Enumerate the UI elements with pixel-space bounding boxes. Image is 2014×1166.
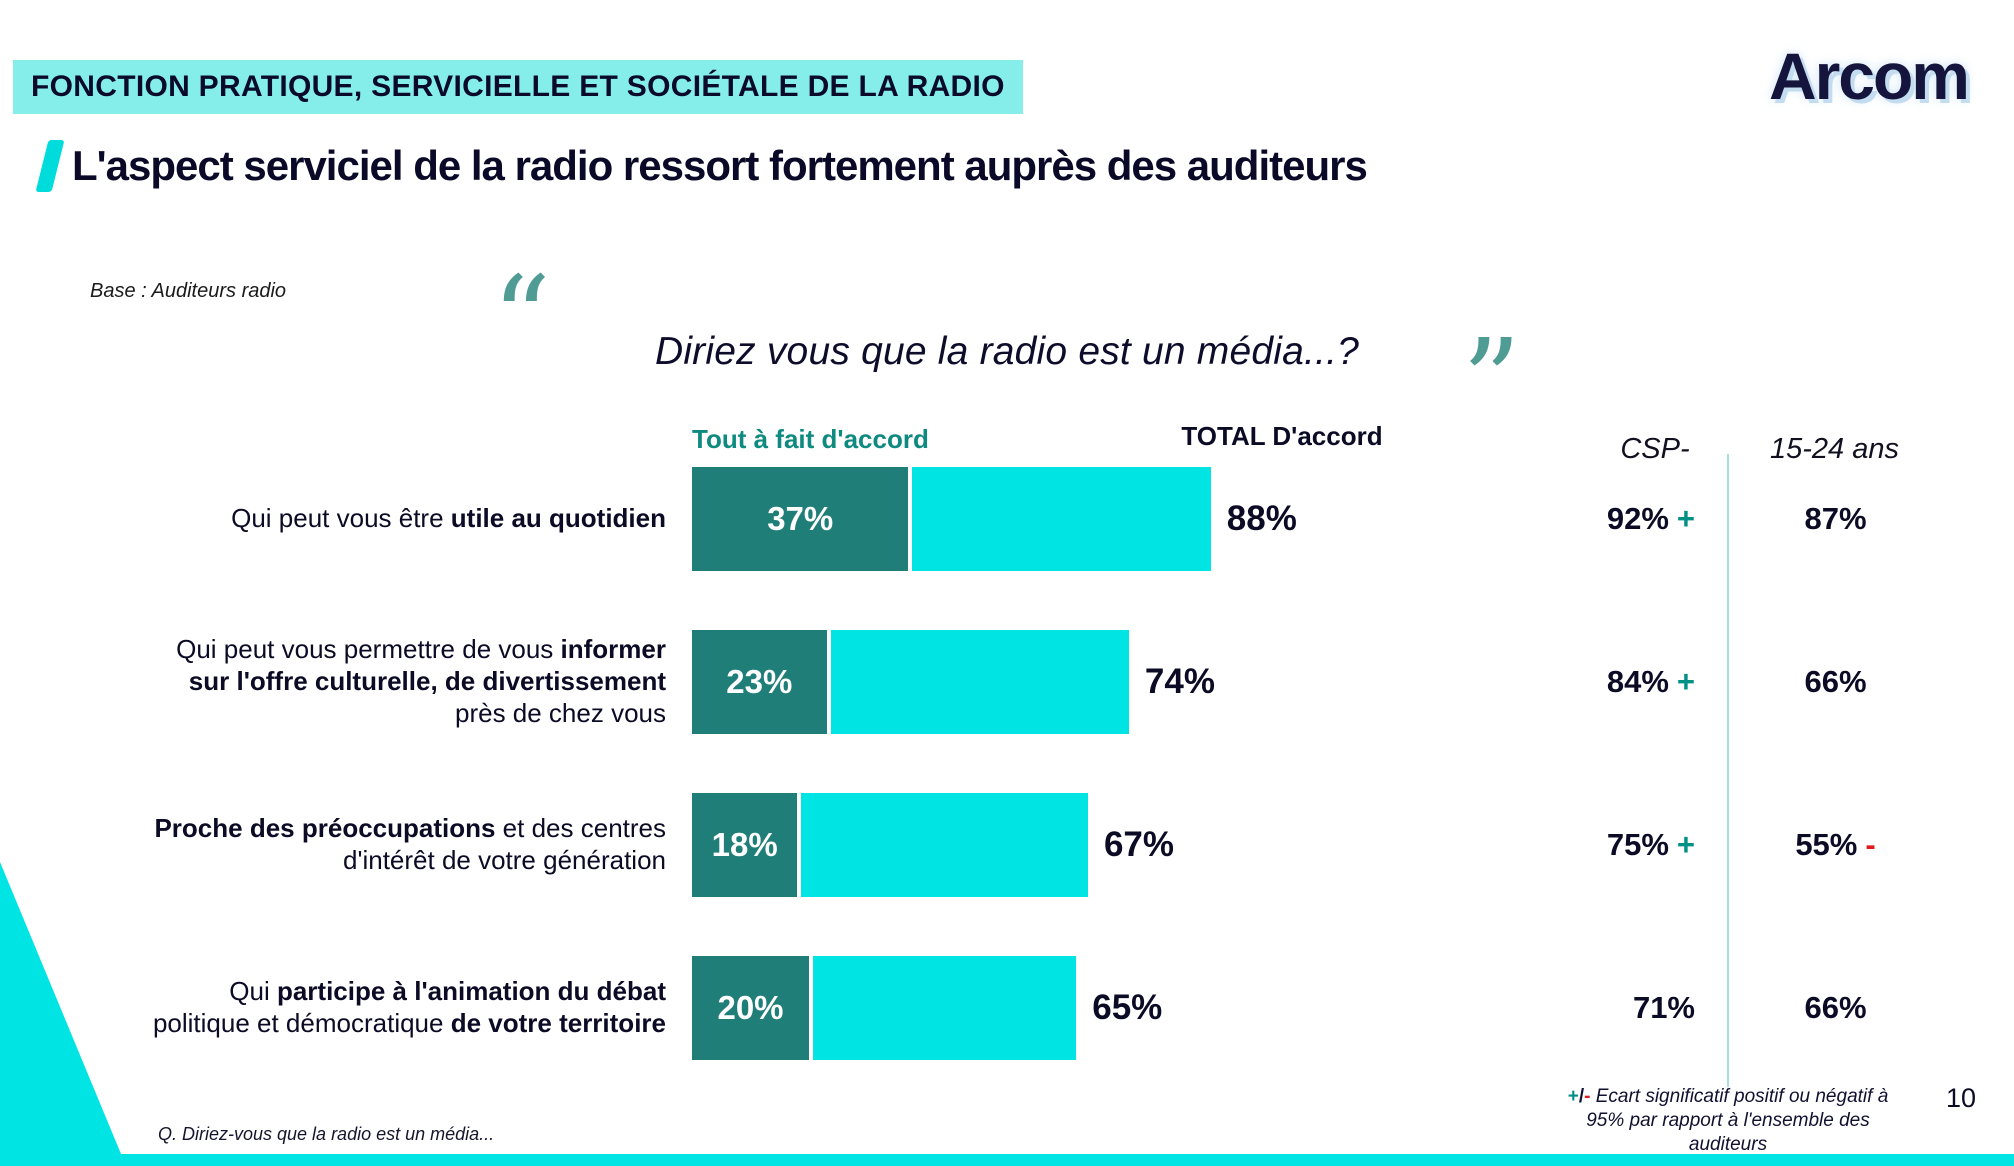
label-part: Qui [229,976,277,1007]
bar-total-segment [830,630,1129,734]
young-value: 66% [1804,664,1867,699]
arcom-logo: Arcom [1768,39,1970,113]
bar-strong-segment: 37% [692,467,909,571]
page-number: 10 [1946,1083,1977,1113]
question-footnote: Q. Diriez-vous que la radio est un média… [158,1124,495,1144]
chart-row: Qui peut vous être utile au quotidien 37%… [0,467,2014,571]
bar-total-segment [813,956,1077,1060]
young-sign: - [1865,827,1876,862]
bar-total-value: 65% [1092,988,1163,1027]
row-label: Qui peut vous permettre de vous informer… [0,634,692,729]
label-part: Qui peut vous permettre de vous [176,634,561,665]
young-value: 66% [1804,990,1867,1025]
bar-strong-value: 37% [767,500,834,537]
column-divider [1727,454,1729,1087]
base-note: Base : Auditeurs radio [90,280,287,302]
kicker-banner: FONCTION PRATIQUE, SERVICIELLE ET SOCIÉT… [13,60,1023,114]
significance-note: +/- Ecart significatif positif ou négati… [1532,1085,1924,1156]
significance-note-line2: 95% par rapport à l'ensemble des [1586,1109,1870,1131]
csp-value: 84% + [1606,664,1695,699]
row-label-text: Qui peut vous permettre de vous informer… [136,634,666,729]
bar-strong-value: 20% [717,989,784,1026]
row-label-text: Qui peut vous être utile au quotidien [231,503,666,535]
column-header-total-agree: TOTAL D'accord [1181,421,1383,451]
csp-sign: + [1676,664,1695,699]
label-part: Qui peut vous être [231,503,451,534]
bar-group: 23% 74% [692,630,1215,734]
bar-group: 37% 88% [692,467,1297,571]
bar-total-segment [912,467,1211,571]
label-part: et des centres d'intérêt de votre généra… [343,813,666,875]
page-title: L'aspect serviciel de la radio ressort f… [35,140,1368,192]
label-part: Proche des préoccupations [154,813,496,844]
label-part: politique et démocratique [152,1008,451,1038]
label-part: informer sur l'offre culturelle, de dive… [188,634,666,697]
label-part: de votre territoire [450,1008,666,1038]
bar-total-value: 74% [1144,662,1215,701]
row-label: Proche des préoccupations et des centres… [0,813,692,876]
bar-strong-segment: 23% [692,630,827,734]
bar-total-value: 67% [1103,825,1174,864]
row-label: Qui peut vous être utile au quotidien [0,503,692,535]
bar-group: 20% 65% [692,956,1162,1060]
row-label-text: Qui participe à l'animation du débat pol… [136,976,666,1039]
chart-row: Qui peut vous permettre de vous informer… [0,630,2014,734]
bar-strong-segment: 18% [692,793,798,897]
page-title-text: L'aspect serviciel de la radio ressort f… [72,142,1368,189]
bar-strong-value: 23% [726,663,793,700]
csp-sign: + [1676,501,1695,536]
chart-rows: Qui peut vous être utile au quotidien 37%… [0,467,2014,1119]
chart-row: Qui participe à l'animation du débat pol… [0,956,2014,1060]
young-value: 87% [1804,501,1867,536]
bar-strong-segment: 20% [692,956,809,1060]
significance-note-line3: auditeurs [1688,1133,1768,1155]
significance-note-line1: Ecart significatif positif ou négatif à [1590,1086,1889,1107]
label-part: participe à l'animation du débat [276,976,666,1007]
csp-value: 92% + [1606,501,1695,536]
row-label: Qui participe à l'animation du débat pol… [0,976,692,1039]
csp-value: 75% + [1606,827,1695,862]
bottom-accent-strip [0,1154,2014,1166]
bar-total-value: 88% [1226,499,1297,538]
row-label-text: Proche des préoccupations et des centres… [136,813,666,876]
bar-total-segment [801,793,1088,897]
column-header-strong-agree: Tout à fait d'accord [692,424,929,454]
label-part: utile au quotidien [450,503,666,534]
bar-strong-value: 18% [711,826,778,863]
plus-sign: + [1567,1086,1579,1107]
slash-sign: / [1578,1086,1585,1107]
label-part: près de chez vous [454,697,666,728]
chart-row: Proche des préoccupations et des centres… [0,793,2014,897]
csp-sign: + [1676,827,1695,862]
column-header-csp: CSP- [1620,433,1690,465]
bar-group: 18% 67% [692,793,1174,897]
survey-question: Diriez vous que la radio est un média...… [654,330,1360,373]
title-slash-icon [35,140,65,192]
minus-sign: - [1584,1086,1591,1107]
young-value: 55% - [1795,827,1876,862]
column-header-15-24: 15-24 ans [1770,433,1899,465]
csp-value: 71% [1632,990,1695,1025]
